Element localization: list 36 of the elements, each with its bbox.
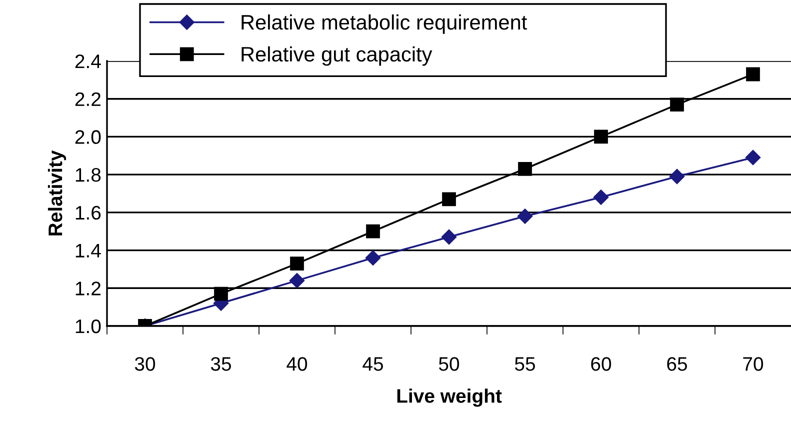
y-tick-label: 1.0 [76,319,101,334]
x-tick-label: 40 [286,357,308,371]
x-tick-label: 65 [667,357,687,371]
point [746,67,760,82]
point [442,192,456,206]
y-tick-label: 1.4 [76,244,101,258]
point [290,256,304,270]
y-tick-label: 2.2 [75,92,100,106]
x-tick-label: 60 [591,357,612,371]
point [670,98,684,112]
point [594,130,608,144]
y-tick-label: 2.0 [75,130,101,144]
point [289,273,305,288]
point [441,229,457,245]
point [517,208,533,224]
y-tick-label: 2.4 [75,54,101,68]
legend-label: Relative metabolic requirement [242,14,528,34]
point [745,150,761,166]
y-axis-title: Relativity [48,150,66,236]
y-tick-label: 1.8 [76,168,101,182]
x-tick-label: 70 [743,357,764,371]
point [669,168,685,184]
y-tick-label: 1.2 [76,282,100,296]
x-tick-label: 45 [362,357,383,371]
y-tick-label: 1.6 [76,206,101,220]
legend-label: Relative gut capacity [242,46,432,66]
x-tick-label: 30 [134,357,156,371]
x-tick-label: 55 [514,357,535,371]
x-tick-label: 35 [210,357,231,371]
x-axis-title: Live weight [397,388,502,407]
point [365,250,381,266]
point [518,162,532,176]
point [214,286,228,301]
point [593,190,609,205]
point [366,224,380,238]
x-tick-label: 50 [438,357,460,371]
